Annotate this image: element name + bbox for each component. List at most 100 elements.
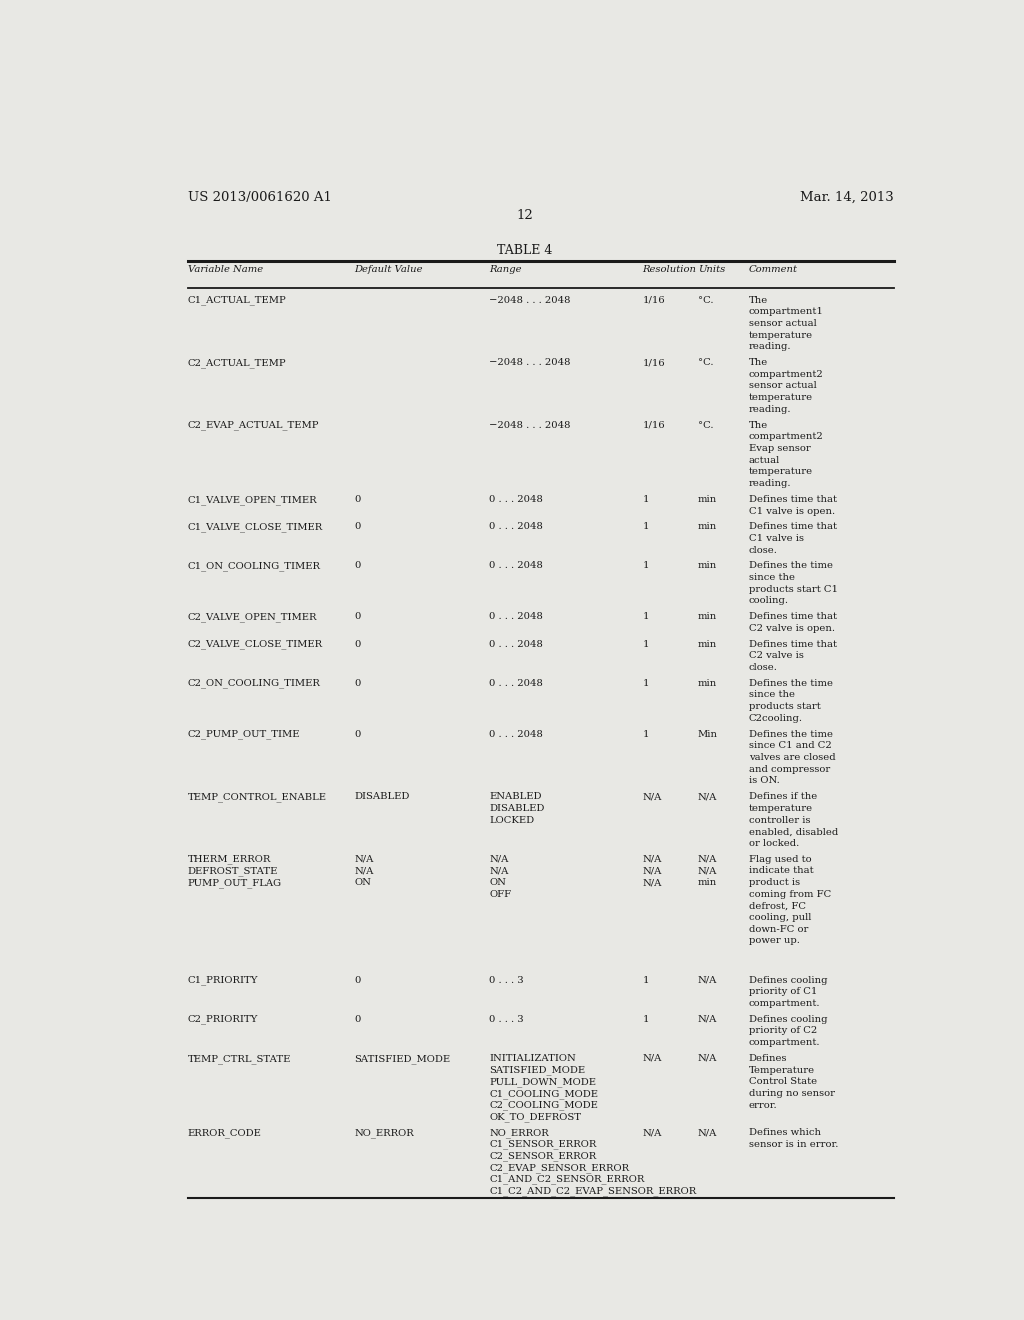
Text: compartment2: compartment2 <box>749 370 823 379</box>
Text: C1 valve is: C1 valve is <box>749 535 804 543</box>
Text: N/A: N/A <box>354 854 374 863</box>
Text: C1_C2_AND_C2_EVAP_SENSOR_ERROR: C1_C2_AND_C2_EVAP_SENSOR_ERROR <box>489 1187 696 1196</box>
Text: N/A: N/A <box>642 878 662 887</box>
Text: sensor actual: sensor actual <box>749 319 816 327</box>
Text: DISABLED: DISABLED <box>489 804 545 813</box>
Text: Variable Name: Variable Name <box>187 265 262 275</box>
Text: N/A: N/A <box>642 792 662 801</box>
Text: N/A: N/A <box>489 854 509 863</box>
Text: 0 . . . 3: 0 . . . 3 <box>489 1015 523 1024</box>
Text: C1_VALVE_OPEN_TIMER: C1_VALVE_OPEN_TIMER <box>187 495 317 504</box>
Text: −2048 . . . 2048: −2048 . . . 2048 <box>489 296 570 305</box>
Text: Defines the time: Defines the time <box>749 678 833 688</box>
Text: Units: Units <box>697 265 725 275</box>
Text: 0: 0 <box>354 975 360 985</box>
Text: N/A: N/A <box>697 1015 717 1024</box>
Text: since the: since the <box>749 690 795 700</box>
Text: 0 . . . 3: 0 . . . 3 <box>489 975 523 985</box>
Text: C2_PRIORITY: C2_PRIORITY <box>187 1015 258 1024</box>
Text: N/A: N/A <box>697 854 717 863</box>
Text: compartment2: compartment2 <box>749 433 823 441</box>
Text: Evap sensor: Evap sensor <box>749 444 810 453</box>
Text: Defines cooling: Defines cooling <box>749 975 827 985</box>
Text: PUMP_OUT_FLAG: PUMP_OUT_FLAG <box>187 878 282 887</box>
Text: compartment.: compartment. <box>749 999 820 1008</box>
Text: N/A: N/A <box>642 1053 662 1063</box>
Text: Defines which: Defines which <box>749 1129 820 1137</box>
Text: TABLE 4: TABLE 4 <box>497 244 553 257</box>
Text: down-FC or: down-FC or <box>749 925 808 933</box>
Text: 1/16: 1/16 <box>642 421 665 429</box>
Text: C2_EVAP_ACTUAL_TEMP: C2_EVAP_ACTUAL_TEMP <box>187 421 319 430</box>
Text: min: min <box>697 878 717 887</box>
Text: Defines the time: Defines the time <box>749 730 833 739</box>
Text: during no sensor: during no sensor <box>749 1089 835 1098</box>
Text: min: min <box>697 523 717 531</box>
Text: 1: 1 <box>642 1015 649 1024</box>
Text: Mar. 14, 2013: Mar. 14, 2013 <box>800 191 894 203</box>
Text: 1: 1 <box>642 523 649 531</box>
Text: °C.: °C. <box>697 421 714 429</box>
Text: 1: 1 <box>642 561 649 570</box>
Text: C2_SENSOR_ERROR: C2_SENSOR_ERROR <box>489 1151 596 1162</box>
Text: N/A: N/A <box>642 854 662 863</box>
Text: −2048 . . . 2048: −2048 . . . 2048 <box>489 358 570 367</box>
Text: temperature: temperature <box>749 393 813 403</box>
Text: THERM_ERROR: THERM_ERROR <box>187 854 271 865</box>
Text: DISABLED: DISABLED <box>354 792 410 801</box>
Text: Temperature: Temperature <box>749 1065 815 1074</box>
Text: C2 valve is open.: C2 valve is open. <box>749 624 835 632</box>
Text: N/A: N/A <box>697 866 717 875</box>
Text: LOCKED: LOCKED <box>489 816 535 825</box>
Text: 1: 1 <box>642 495 649 504</box>
Text: 0 . . . 2048: 0 . . . 2048 <box>489 495 543 504</box>
Text: cooling.: cooling. <box>749 597 788 606</box>
Text: reading.: reading. <box>749 479 792 488</box>
Text: priority of C1: priority of C1 <box>749 987 817 997</box>
Text: C2_ON_COOLING_TIMER: C2_ON_COOLING_TIMER <box>187 678 321 689</box>
Text: reading.: reading. <box>749 342 792 351</box>
Text: priority of C2: priority of C2 <box>749 1027 817 1035</box>
Text: The: The <box>749 358 768 367</box>
Text: 0 . . . 2048: 0 . . . 2048 <box>489 678 543 688</box>
Text: C1_PRIORITY: C1_PRIORITY <box>187 975 258 985</box>
Text: 0 . . . 2048: 0 . . . 2048 <box>489 523 543 531</box>
Text: 1: 1 <box>642 975 649 985</box>
Text: 0: 0 <box>354 730 360 739</box>
Text: C2_ACTUAL_TEMP: C2_ACTUAL_TEMP <box>187 358 286 368</box>
Text: cooling, pull: cooling, pull <box>749 913 811 923</box>
Text: 1/16: 1/16 <box>642 358 665 367</box>
Text: C1 valve is open.: C1 valve is open. <box>749 507 835 516</box>
Text: TEMP_CONTROL_ENABLE: TEMP_CONTROL_ENABLE <box>187 792 327 801</box>
Text: coming from FC: coming from FC <box>749 890 830 899</box>
Text: Defines if the: Defines if the <box>749 792 817 801</box>
Text: Defines time that: Defines time that <box>749 640 837 648</box>
Text: reading.: reading. <box>749 405 792 414</box>
Text: is ON.: is ON. <box>749 776 779 785</box>
Text: 0: 0 <box>354 561 360 570</box>
Text: enabled, disabled: enabled, disabled <box>749 828 838 836</box>
Text: C2_PUMP_OUT_TIME: C2_PUMP_OUT_TIME <box>187 730 300 739</box>
Text: since C1 and C2: since C1 and C2 <box>749 742 831 750</box>
Text: NO_ERROR: NO_ERROR <box>354 1129 414 1138</box>
Text: C2_VALVE_CLOSE_TIMER: C2_VALVE_CLOSE_TIMER <box>187 640 323 649</box>
Text: controller is: controller is <box>749 816 810 825</box>
Text: products start: products start <box>749 702 820 711</box>
Text: INITIALIZATION: INITIALIZATION <box>489 1053 575 1063</box>
Text: temperature: temperature <box>749 467 813 477</box>
Text: 0: 0 <box>354 1015 360 1024</box>
Text: The: The <box>749 296 768 305</box>
Text: 0: 0 <box>354 678 360 688</box>
Text: Defines time that: Defines time that <box>749 495 837 504</box>
Text: indicate that: indicate that <box>749 866 813 875</box>
Text: 0 . . . 2048: 0 . . . 2048 <box>489 561 543 570</box>
Text: C2cooling.: C2cooling. <box>749 714 803 723</box>
Text: 0 . . . 2048: 0 . . . 2048 <box>489 640 543 648</box>
Text: ON: ON <box>489 878 506 887</box>
Text: SATISFIED_MODE: SATISFIED_MODE <box>489 1065 585 1076</box>
Text: N/A: N/A <box>642 866 662 875</box>
Text: ON: ON <box>354 878 371 887</box>
Text: N/A: N/A <box>697 1129 717 1137</box>
Text: min: min <box>697 678 717 688</box>
Text: The: The <box>749 421 768 429</box>
